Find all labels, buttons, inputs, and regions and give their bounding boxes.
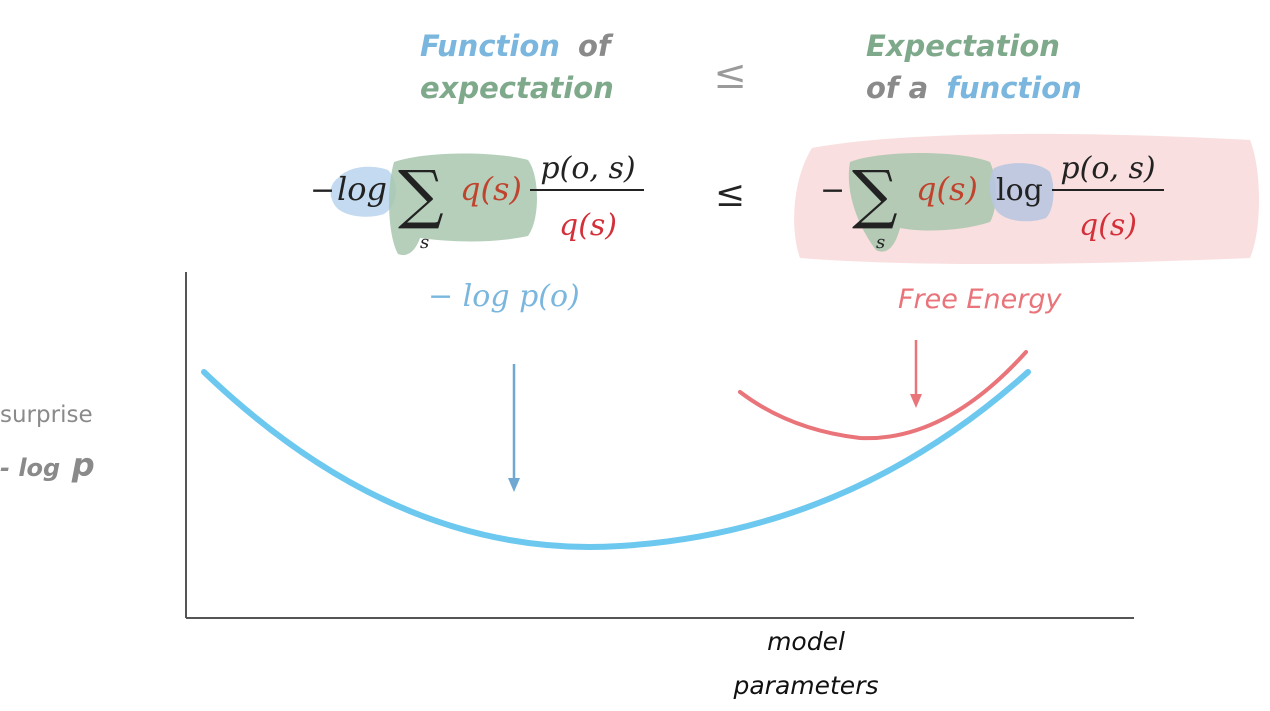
right-q-term: q(s)	[916, 170, 978, 208]
right-fraction-numerator: p(o, s)	[1060, 151, 1155, 186]
heading-expectation-title: Expectation	[866, 29, 1060, 63]
left-log-blue-highlight	[330, 166, 396, 217]
left-fraction-numerator: p(o, s)	[540, 151, 635, 186]
right-sum-green-highlight	[848, 153, 996, 252]
heading-expectation-word: expectation	[420, 71, 614, 105]
surprise-arrow-head	[508, 478, 520, 492]
left-sum-index: s	[420, 232, 429, 253]
free-energy-arrow-head	[910, 394, 922, 408]
heading-function-word: Function	[420, 29, 560, 63]
heading-of-word: of	[578, 29, 614, 63]
right-log-term: log	[996, 173, 1043, 208]
heading-function-word-right: function	[946, 71, 1081, 105]
equation-leq-operator: ≤	[715, 174, 745, 215]
right-log-blue-highlight	[989, 163, 1054, 222]
heading-of-a-function-line: of a function	[866, 71, 1082, 105]
right-fraction-denominator: q(s)	[1079, 208, 1137, 243]
right-sum-symbol: ∑	[852, 158, 898, 232]
heading-of-a-words: of a	[866, 71, 928, 105]
free-energy-curve	[738, 350, 1028, 441]
right-sum-index: s	[876, 232, 885, 253]
left-minus-sign: −	[310, 173, 335, 208]
x-axis-label-model: model	[767, 627, 845, 656]
y-axis-label-neg-log: - log	[0, 454, 60, 482]
surprise-curve	[201, 369, 1031, 550]
y-axis-label-neg-log-p: - log p	[0, 446, 95, 484]
x-axis-label-parameters: parameters	[732, 671, 878, 700]
right-minus-sign: −	[820, 173, 845, 208]
left-log-term: log	[337, 170, 387, 208]
y-axis-label-p: p	[71, 446, 95, 484]
surprise-expression: − log p(o)	[428, 279, 580, 314]
y-axis-label-surprise: surprise	[0, 402, 93, 428]
left-fraction-denominator: q(s)	[559, 208, 617, 243]
free-energy-label: Free Energy	[898, 284, 1062, 315]
left-q-term: q(s)	[460, 170, 522, 208]
heading-leq-operator: ≤	[713, 52, 747, 98]
left-sum-green-highlight	[389, 153, 537, 256]
left-sum-symbol: ∑	[398, 158, 444, 232]
heading-function-of-expectation-line1: Function of	[420, 29, 614, 63]
